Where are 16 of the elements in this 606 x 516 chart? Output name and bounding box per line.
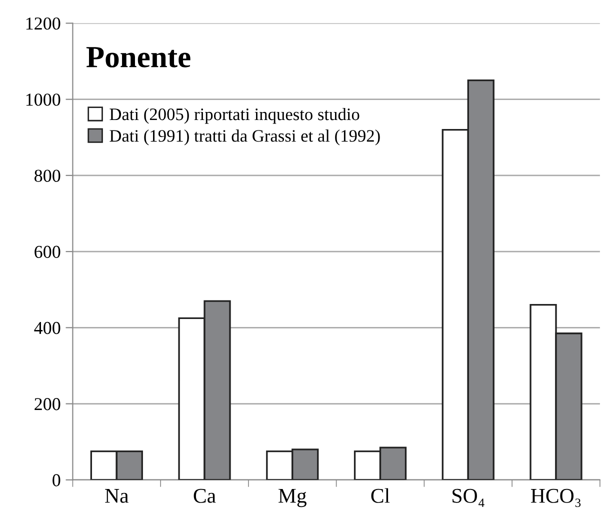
y-tick-label: 600 bbox=[34, 246, 60, 258]
y-tick-label: 1000 bbox=[26, 94, 60, 106]
x-tick-label: Na bbox=[105, 489, 129, 503]
y-tick-label: 200 bbox=[34, 398, 60, 410]
x-tick-label: SO₄ bbox=[452, 488, 484, 507]
legend-label: Dati (2005) riportati inquesto studio bbox=[110, 108, 360, 124]
text: Ponente bbox=[86, 47, 190, 68]
y-tick-label: 1200 bbox=[26, 17, 60, 30]
x-tick-label: Ca bbox=[194, 488, 216, 503]
y-tick-label: 0 bbox=[52, 474, 60, 486]
x-tick-label: HCO₃ bbox=[530, 488, 581, 507]
y-tick-label: 800 bbox=[34, 170, 60, 182]
x-tick-label: Mg bbox=[278, 488, 306, 508]
x-tick-label: Cl bbox=[371, 488, 390, 503]
y-tick-label: 400 bbox=[34, 322, 60, 334]
legend-label: Dati (1991) tratti da Grassi et al (1992) bbox=[110, 130, 380, 146]
